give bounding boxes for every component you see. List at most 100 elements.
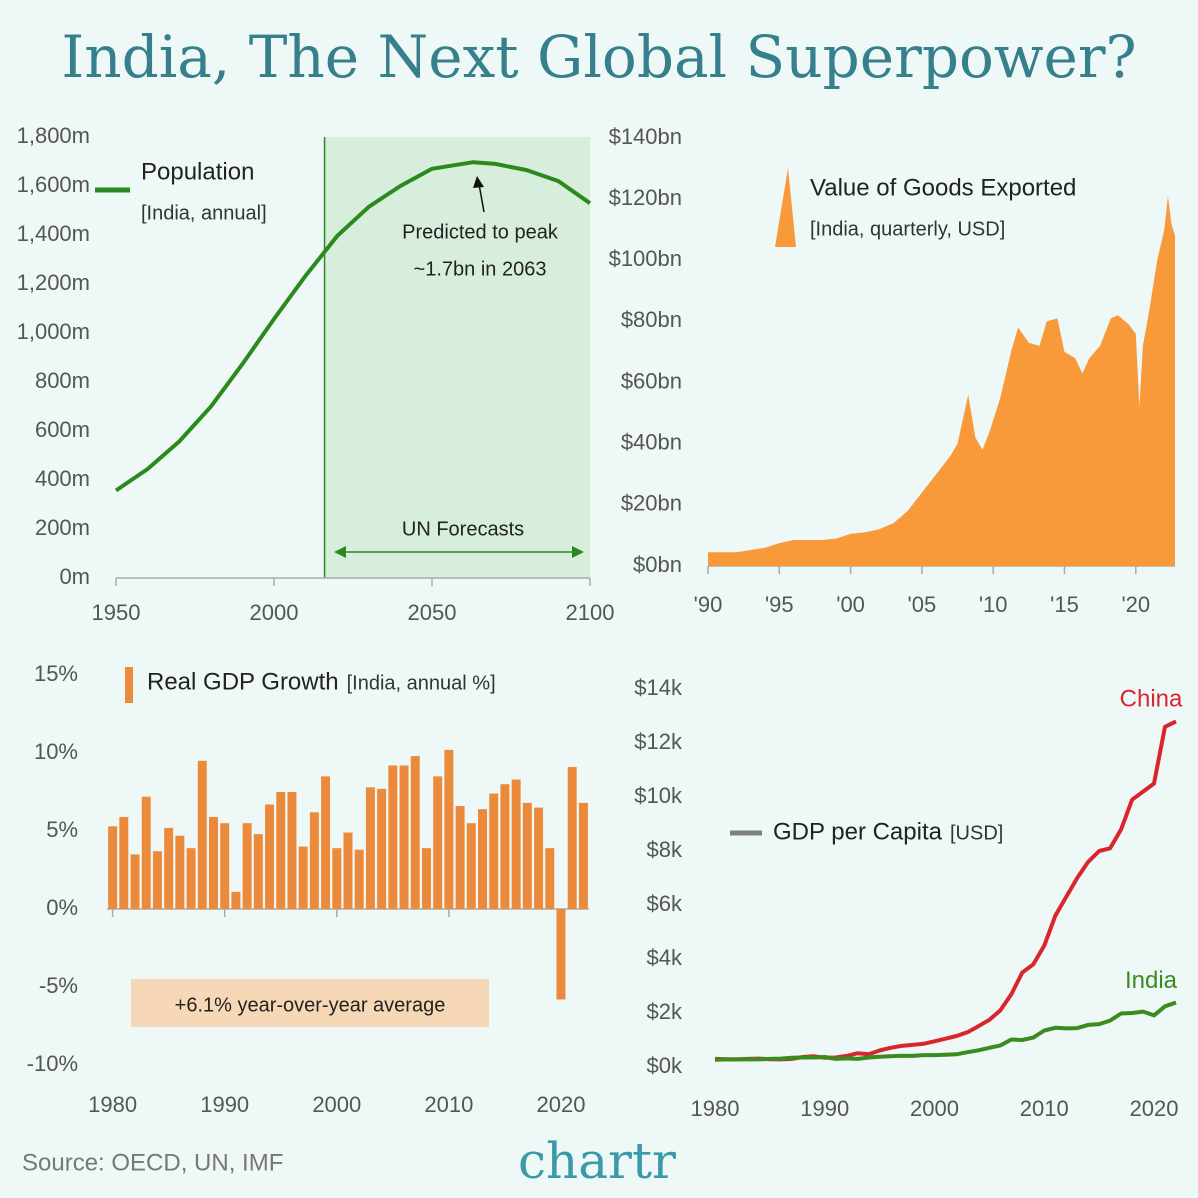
legend-label: Population — [141, 158, 254, 185]
bar — [130, 854, 140, 909]
bar — [141, 796, 151, 909]
y-tick-label: $120bn — [609, 185, 682, 210]
data-line — [714, 1000, 1177, 1062]
y-tick-label: $10k — [634, 783, 683, 808]
legend-subtitle: [USD] — [950, 822, 1003, 844]
bar — [556, 909, 566, 1000]
x-tick-label: '00 — [836, 592, 865, 617]
bar — [321, 776, 331, 909]
bar — [175, 835, 185, 909]
bar — [309, 812, 319, 909]
source: Source: OECD, UN, IMF — [22, 1149, 283, 1176]
peak-arrowhead — [473, 176, 484, 188]
x-tick-label: '95 — [765, 592, 794, 617]
legend-subtitle: [India, annual %] — [347, 672, 496, 694]
bar — [444, 749, 454, 909]
y-tick-label: -5% — [39, 973, 78, 998]
y-tick-label: 10% — [34, 739, 78, 764]
x-tick-label: 1980 — [88, 1092, 137, 1117]
series-label: China — [1120, 686, 1183, 713]
y-tick-label: $4k — [647, 945, 683, 970]
legend-subtitle: [India, quarterly, USD] — [810, 218, 1005, 240]
y-tick-label: 400m — [35, 466, 90, 491]
bar — [220, 823, 230, 909]
y-tick-label: $140bn — [609, 124, 682, 149]
annotation-box — [131, 979, 489, 1027]
x-tick-label: 2100 — [566, 600, 615, 625]
bar — [455, 806, 465, 909]
bar — [567, 767, 577, 909]
annotation: Predicted to peak — [402, 221, 559, 243]
bar — [119, 816, 129, 909]
y-tick-label: 1,400m — [17, 221, 90, 246]
legend-label: GDP per Capita — [773, 818, 943, 845]
y-tick-label: 5% — [46, 817, 78, 842]
bar — [287, 792, 297, 909]
bar — [388, 765, 398, 909]
page-title: India, The Next Global Superpower? — [61, 23, 1136, 91]
y-tick-label: 1,600m — [17, 172, 90, 197]
y-tick-label: 0% — [46, 895, 78, 920]
bar — [534, 807, 544, 909]
y-tick-label: $12k — [634, 729, 683, 754]
bar — [365, 787, 375, 909]
y-tick-label: $8k — [647, 837, 683, 862]
bar — [298, 846, 308, 909]
y-tick-label: $6k — [647, 891, 683, 916]
y-tick-label: $0k — [647, 1053, 683, 1078]
legend-icon — [775, 168, 796, 247]
forecast-arrowhead-left — [334, 546, 346, 558]
x-tick-label: '10 — [979, 592, 1008, 617]
y-tick-label: $60bn — [621, 368, 682, 393]
bar — [253, 834, 263, 909]
bar — [186, 848, 196, 909]
y-tick-label: 1,800m — [17, 123, 90, 148]
x-tick-label: 2000 — [910, 1096, 959, 1121]
data-area — [708, 196, 1175, 566]
bar — [276, 792, 286, 909]
x-tick-label: '90 — [694, 592, 723, 617]
bar — [522, 802, 532, 909]
x-tick-label: '20 — [1121, 592, 1150, 617]
logo: chartr — [518, 1132, 676, 1190]
bar — [578, 802, 588, 909]
y-tick-label: $100bn — [609, 246, 682, 271]
x-tick-label: 1990 — [200, 1092, 249, 1117]
x-tick-label: 2050 — [408, 600, 457, 625]
annotation: +6.1% year-over-year average — [175, 994, 446, 1016]
legend-label: Real GDP Growth — [147, 668, 339, 695]
y-tick-label: $14k — [634, 675, 683, 700]
x-tick-label: 1990 — [800, 1096, 849, 1121]
bar — [399, 765, 409, 909]
bar — [433, 776, 443, 909]
x-tick-label: 1980 — [691, 1096, 740, 1121]
forecast-arrowhead-right — [572, 546, 584, 558]
y-tick-label: 15% — [34, 661, 78, 686]
x-tick-label: 2020 — [1130, 1096, 1179, 1121]
peak-arrow — [478, 183, 485, 213]
bar — [108, 826, 118, 909]
y-tick-label: $80bn — [621, 307, 682, 332]
bar — [265, 804, 275, 909]
bar — [354, 849, 364, 909]
x-tick-label: 2000 — [312, 1092, 361, 1117]
y-tick-label: 1,200m — [17, 270, 90, 295]
y-tick-label: -10% — [27, 1051, 78, 1076]
series-label: India — [1125, 967, 1178, 994]
bar — [164, 827, 174, 909]
y-tick-label: 0m — [59, 564, 90, 589]
x-tick-label: 2010 — [424, 1092, 473, 1117]
bar — [242, 823, 252, 909]
bar — [511, 779, 521, 909]
bar — [231, 891, 241, 909]
forecast-band — [324, 137, 590, 578]
bar — [410, 756, 420, 909]
x-tick-label: 1950 — [92, 600, 141, 625]
bar — [489, 793, 499, 909]
x-tick-label: 2020 — [537, 1092, 586, 1117]
y-tick-label: 1,000m — [17, 319, 90, 344]
bar — [209, 816, 218, 909]
legend-subtitle: [India, annual] — [141, 202, 267, 224]
bar — [152, 851, 162, 909]
